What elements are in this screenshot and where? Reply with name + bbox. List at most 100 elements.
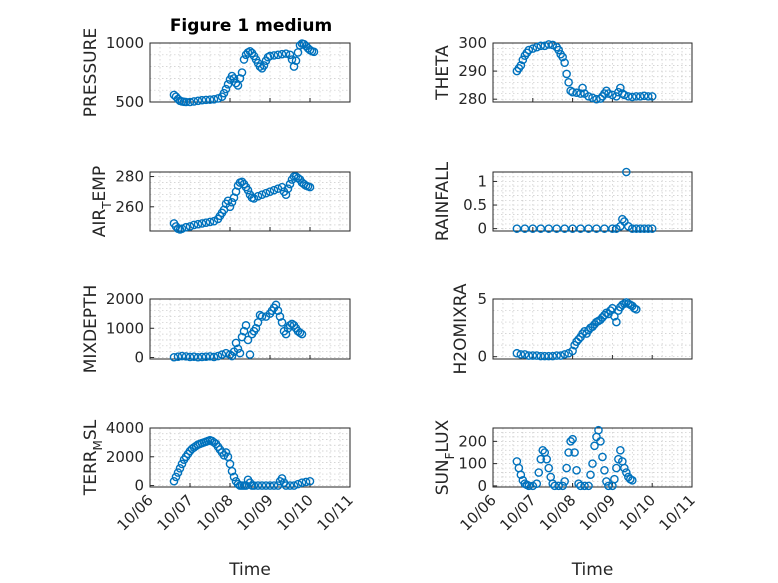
data-point — [185, 222, 195, 231]
data-point — [576, 89, 585, 98]
data-point — [169, 352, 179, 362]
data-point — [536, 454, 546, 464]
data-point — [177, 224, 187, 234]
y-axis-label-main: THETA — [433, 45, 453, 101]
data-point — [639, 224, 649, 233]
data-point — [277, 182, 287, 192]
x-tick-label: 10/10 — [274, 491, 317, 534]
y-axis-label: MIXDEPTH — [81, 285, 101, 374]
data-point — [249, 481, 259, 490]
y-tick-label: 2000 — [106, 290, 144, 308]
data-point — [223, 80, 233, 89]
data-point — [631, 92, 641, 101]
data-point — [596, 437, 605, 446]
data-point — [193, 96, 203, 106]
data-point — [177, 459, 187, 469]
data-point — [233, 344, 243, 354]
data-point — [177, 351, 187, 361]
data-point — [201, 218, 211, 227]
data-point — [578, 83, 587, 93]
figure-title: Figure 1 medium — [170, 16, 332, 36]
y-axis-label-main: H2OMIXRA — [451, 283, 471, 374]
data-point — [227, 71, 237, 81]
data-point — [305, 476, 315, 486]
y-tick-label: 5 — [477, 290, 487, 308]
data-point — [576, 481, 585, 491]
data-point — [237, 68, 247, 77]
data-point — [181, 222, 191, 232]
x-axis-label: Time — [571, 560, 614, 580]
data-point — [564, 78, 573, 87]
data-point — [516, 61, 526, 70]
data-point — [635, 224, 645, 233]
data-point — [189, 97, 199, 106]
y-tick-label: 0 — [477, 348, 487, 366]
data-point — [255, 62, 265, 71]
data-point — [544, 351, 554, 361]
data-point — [305, 182, 315, 192]
y-axis-label: THETA — [433, 45, 453, 101]
data-point — [612, 317, 621, 327]
data-point — [205, 95, 215, 104]
data-point — [197, 352, 207, 362]
data-point — [277, 49, 287, 59]
subplot-pressure: 500 1000 PRESSURE — [81, 28, 351, 117]
data-point — [576, 224, 585, 233]
data-point — [269, 481, 279, 490]
data-point — [643, 224, 653, 233]
y-tick-label: 1 — [477, 172, 487, 190]
data-point — [560, 477, 569, 486]
data-point — [257, 312, 267, 321]
data-point — [592, 224, 601, 233]
data-point — [520, 350, 530, 359]
data-point — [193, 219, 203, 229]
data-point — [281, 329, 291, 339]
x-tick-label: 10/11 — [314, 491, 357, 534]
data-point — [616, 83, 625, 93]
data-point — [297, 329, 307, 339]
y-axis-label: PRESSURE — [81, 28, 101, 117]
data-point — [524, 351, 534, 360]
data-point — [243, 185, 253, 195]
data-point — [261, 481, 271, 490]
data-point — [528, 44, 538, 53]
data-point — [544, 224, 554, 233]
y-tick-label: 280 — [115, 168, 144, 186]
y-tick-label: 2000 — [106, 448, 144, 466]
data-point — [628, 92, 637, 102]
subplot-h2omixra: 0 5 H2OMIXRA — [451, 283, 693, 375]
data-point — [616, 445, 625, 455]
data-point — [273, 50, 283, 60]
data-point — [225, 202, 235, 212]
data-point — [189, 352, 199, 361]
y-axis-label-main: AIR — [90, 209, 110, 238]
x-tick-label: 10/07 — [496, 491, 539, 534]
data-point — [251, 323, 261, 333]
data-point — [647, 92, 657, 101]
data-point — [538, 445, 548, 455]
y-tick-label: 0.5 — [463, 196, 487, 214]
data-point — [602, 477, 611, 486]
data-point — [604, 481, 613, 491]
data-point — [221, 448, 231, 457]
data-point — [572, 88, 581, 98]
x-tick-label: 10/09 — [234, 491, 277, 534]
data-point — [309, 47, 319, 57]
data-point — [239, 326, 249, 336]
data-point — [173, 468, 183, 477]
data-point — [564, 448, 573, 457]
data-point — [524, 45, 534, 55]
y-axis-label-subscript: M — [91, 440, 105, 450]
data-point — [536, 351, 546, 361]
data-point — [620, 463, 629, 473]
data-point — [285, 50, 295, 60]
data-point — [259, 61, 269, 70]
y-axis-label-subscript: F — [443, 452, 457, 459]
data-point — [285, 179, 295, 189]
axes-frame — [149, 171, 351, 232]
data-point — [512, 224, 522, 233]
y-axis-label: RAINFALL — [433, 161, 453, 241]
y-tick-label: 1000 — [106, 34, 144, 52]
data-point — [558, 481, 567, 491]
